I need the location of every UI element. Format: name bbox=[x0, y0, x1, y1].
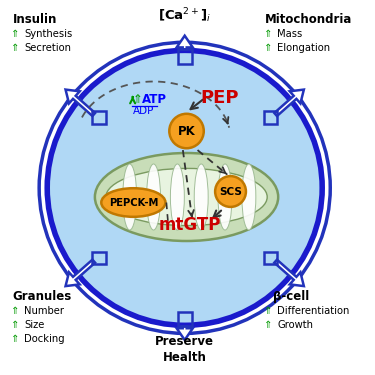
Text: Elongation: Elongation bbox=[277, 43, 330, 53]
Text: Synthesis: Synthesis bbox=[24, 29, 72, 39]
Text: ADP: ADP bbox=[133, 106, 154, 116]
Ellipse shape bbox=[218, 164, 232, 230]
Text: Docking: Docking bbox=[24, 333, 65, 344]
Text: Growth: Growth bbox=[277, 320, 313, 330]
Ellipse shape bbox=[101, 188, 165, 217]
Text: mtGTP: mtGTP bbox=[159, 216, 221, 234]
Ellipse shape bbox=[95, 153, 278, 241]
Ellipse shape bbox=[170, 164, 184, 230]
Text: ⇑: ⇑ bbox=[264, 29, 272, 39]
Text: ⇑: ⇑ bbox=[10, 320, 19, 330]
Text: ⇑: ⇑ bbox=[10, 306, 19, 316]
Text: ATP: ATP bbox=[141, 93, 166, 106]
Text: Differentiation: Differentiation bbox=[277, 306, 350, 316]
Ellipse shape bbox=[147, 164, 160, 230]
Polygon shape bbox=[177, 326, 193, 340]
Text: Mass: Mass bbox=[277, 29, 302, 39]
Text: Secretion: Secretion bbox=[24, 43, 71, 53]
Text: Preserve
Health: Preserve Health bbox=[155, 334, 214, 364]
Text: β-cell: β-cell bbox=[273, 290, 309, 303]
Text: ⇑: ⇑ bbox=[264, 306, 272, 316]
Circle shape bbox=[169, 114, 204, 148]
Text: ⇑: ⇑ bbox=[264, 320, 272, 330]
Polygon shape bbox=[66, 260, 95, 286]
Ellipse shape bbox=[194, 164, 208, 230]
Polygon shape bbox=[177, 36, 193, 49]
Text: Insulin: Insulin bbox=[12, 13, 57, 26]
Text: Mitochondria: Mitochondria bbox=[266, 13, 353, 26]
Ellipse shape bbox=[242, 164, 256, 230]
Polygon shape bbox=[66, 90, 95, 116]
Circle shape bbox=[215, 176, 246, 207]
Text: ⇑: ⇑ bbox=[10, 43, 19, 53]
Ellipse shape bbox=[123, 164, 136, 230]
Text: Number: Number bbox=[24, 306, 64, 316]
Polygon shape bbox=[274, 260, 304, 286]
Text: [Ca$^{2+}$]$_i$: [Ca$^{2+}$]$_i$ bbox=[158, 6, 211, 25]
Text: ⇑: ⇑ bbox=[10, 333, 19, 344]
Text: ⇑: ⇑ bbox=[10, 29, 19, 39]
Ellipse shape bbox=[106, 168, 267, 226]
Polygon shape bbox=[274, 90, 304, 116]
Text: ⇑: ⇑ bbox=[264, 43, 272, 53]
Circle shape bbox=[47, 50, 322, 326]
Text: PK: PK bbox=[178, 124, 195, 138]
Text: SCS: SCS bbox=[219, 186, 242, 196]
Text: Size: Size bbox=[24, 320, 45, 330]
Text: PEP: PEP bbox=[200, 89, 239, 107]
Text: PEPCK-M: PEPCK-M bbox=[109, 198, 158, 207]
Text: Granules: Granules bbox=[12, 290, 72, 303]
Text: ⇑: ⇑ bbox=[133, 93, 142, 106]
